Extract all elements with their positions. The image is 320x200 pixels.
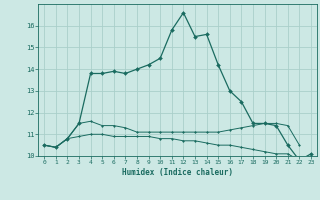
X-axis label: Humidex (Indice chaleur): Humidex (Indice chaleur): [122, 168, 233, 177]
